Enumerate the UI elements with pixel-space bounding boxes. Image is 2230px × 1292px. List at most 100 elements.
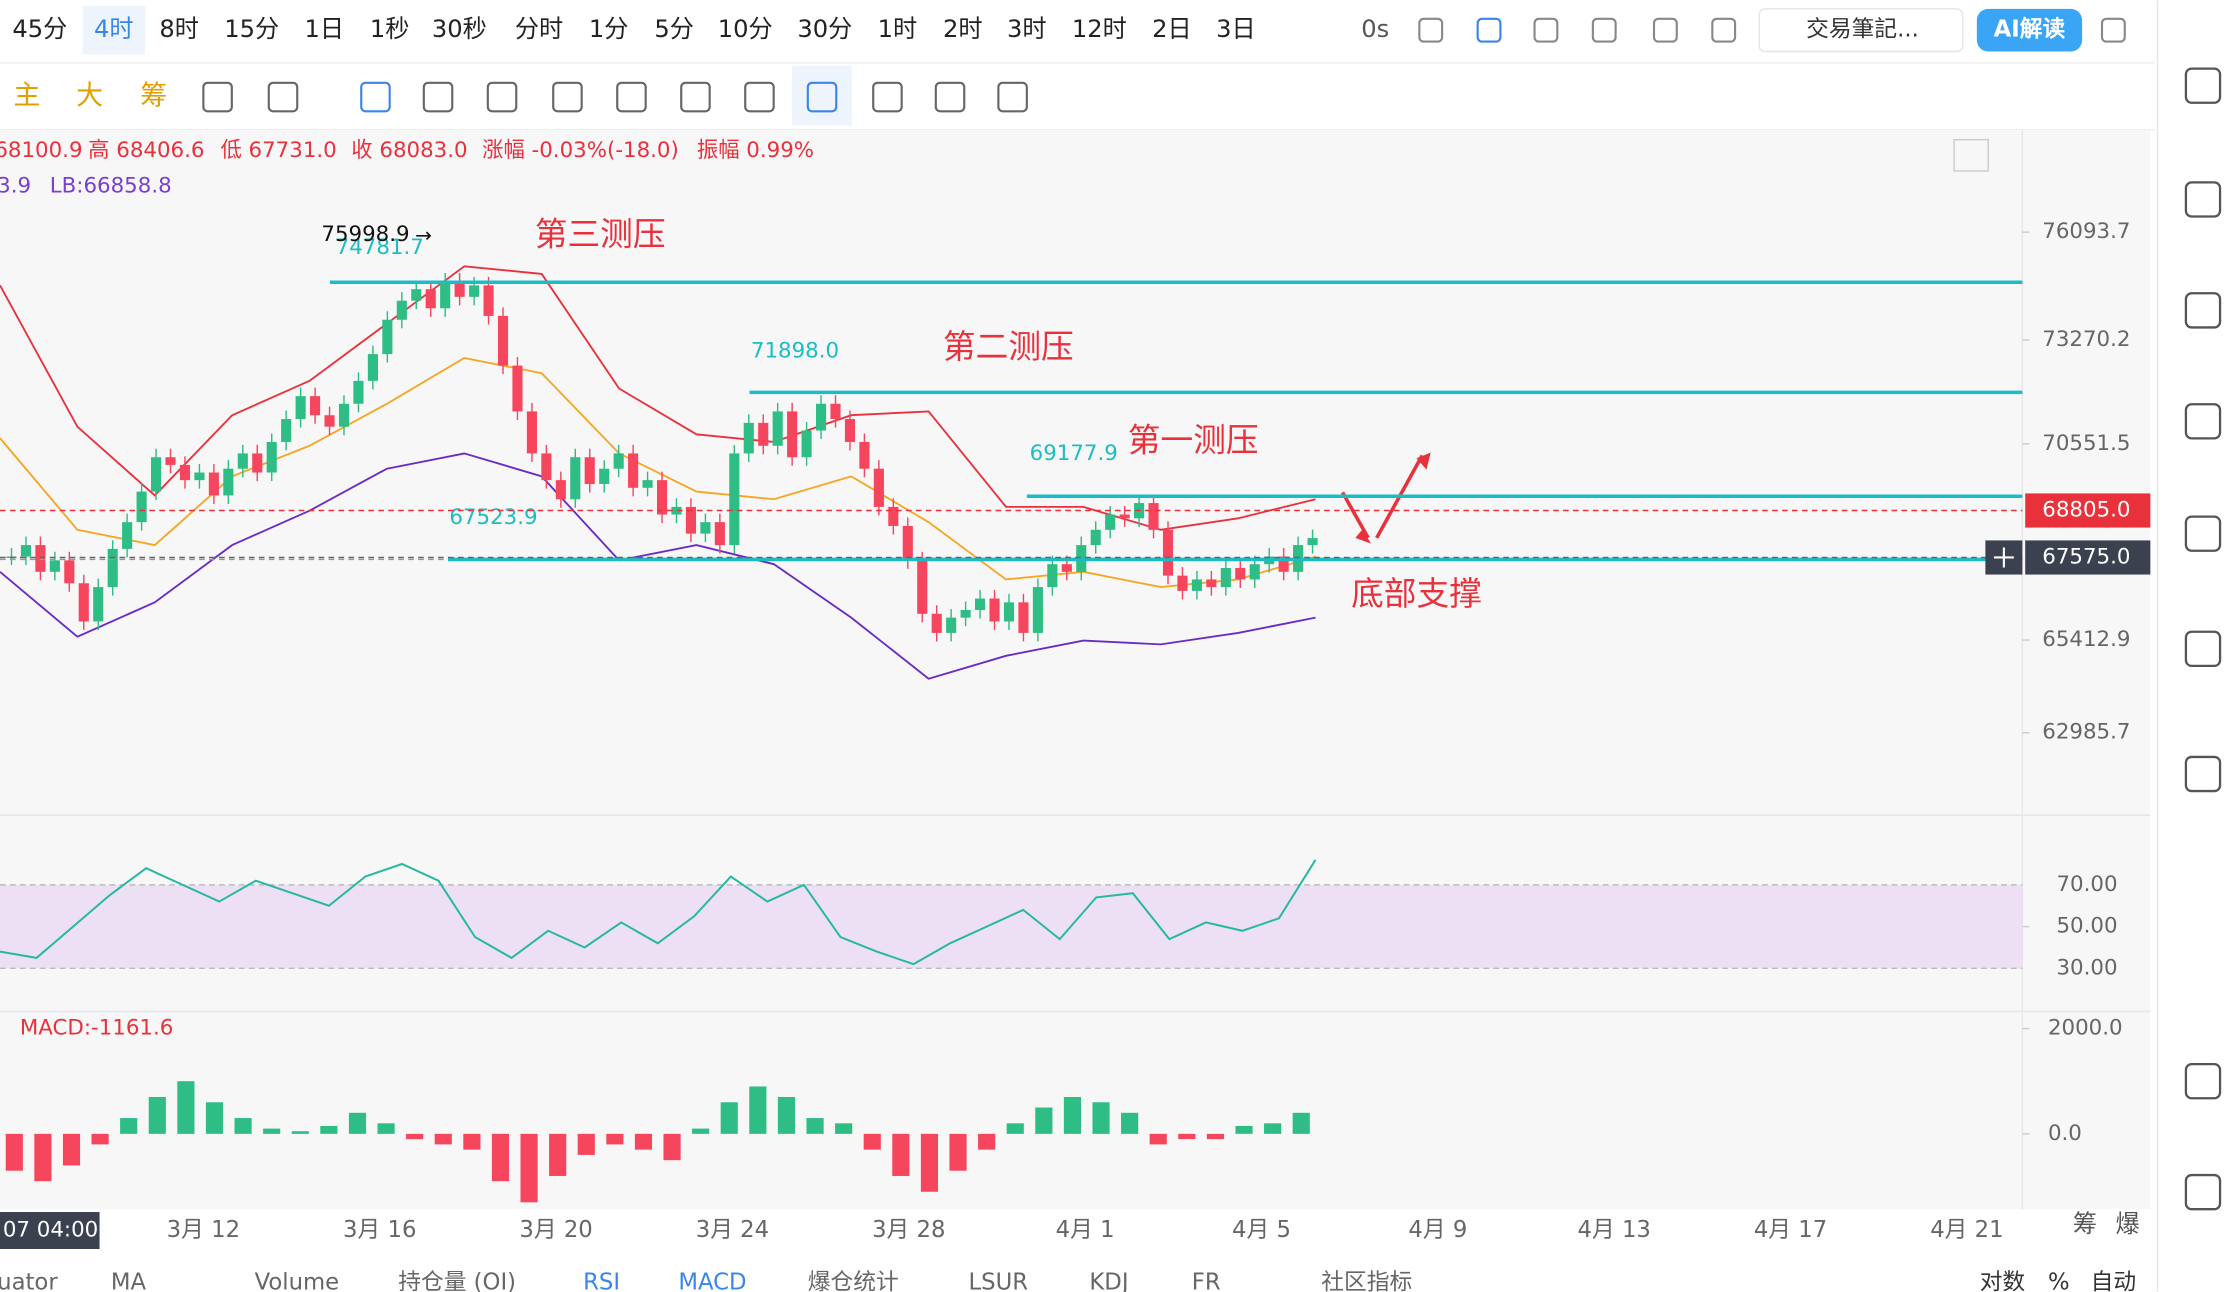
macd-bar xyxy=(1206,1133,1225,1140)
indicator-tab[interactable]: 持仓量 (OI) xyxy=(398,1270,516,1292)
interval-button[interactable]: 4时 xyxy=(94,15,134,43)
sidebar-icon[interactable] xyxy=(2184,403,2222,440)
sidebar-icon[interactable] xyxy=(2184,630,2222,668)
interval-button[interactable]: 12时 xyxy=(1072,15,1127,43)
indicator-tab[interactable]: uator xyxy=(0,1270,58,1292)
indicator-tab[interactable]: RSI xyxy=(583,1270,620,1292)
tool-icon[interactable] xyxy=(1591,17,1617,43)
interval-button[interactable]: 5分 xyxy=(654,15,694,43)
ai-button-bg[interactable] xyxy=(1976,8,2083,52)
ohlc-info: 振幅 0.99% xyxy=(697,138,814,163)
tool-icon[interactable] xyxy=(1476,17,1502,43)
sidebar-icon[interactable] xyxy=(2184,67,2222,104)
account-name[interactable]: 交易筆記... xyxy=(1806,17,1919,43)
macd-bar xyxy=(549,1133,567,1176)
interval-button[interactable]: 10分 xyxy=(718,15,773,43)
fullscreen-icon[interactable] xyxy=(1953,138,1989,172)
indicator-button[interactable]: 大 xyxy=(76,81,103,112)
sidebar-icon[interactable] xyxy=(2184,1062,2222,1100)
candle xyxy=(989,598,1000,622)
macd-bar xyxy=(1292,1112,1310,1134)
axis-button[interactable]: 爆 xyxy=(2116,1210,2140,1238)
candle xyxy=(440,281,451,309)
scale-option[interactable]: 对数 xyxy=(1980,1270,2026,1292)
candle xyxy=(20,545,32,557)
macd-bar xyxy=(463,1133,481,1150)
candle xyxy=(613,453,624,469)
y-tick-label: 70551.5 xyxy=(2042,431,2130,456)
drawing-tool[interactable] xyxy=(934,81,966,113)
sidebar-icon[interactable] xyxy=(2184,292,2222,329)
drawing-tool[interactable] xyxy=(806,81,838,113)
drawing-tool[interactable] xyxy=(202,81,233,113)
tool-icon[interactable] xyxy=(1652,17,1678,43)
candle xyxy=(772,411,783,446)
indicator-tab[interactable]: Volume xyxy=(255,1270,340,1292)
candle xyxy=(49,560,60,572)
drawing-tool[interactable] xyxy=(360,81,391,113)
drawing-tool[interactable] xyxy=(267,81,299,113)
macd-bar xyxy=(1121,1112,1139,1134)
interval-button[interactable]: 1秒 xyxy=(370,15,410,43)
indicator-tab[interactable]: MACD xyxy=(678,1270,746,1292)
indicator-tab[interactable]: KDJ xyxy=(1089,1270,1128,1292)
interval-button[interactable]: 1分 xyxy=(589,15,629,43)
drawing-tool[interactable] xyxy=(422,81,454,113)
candle xyxy=(946,617,957,633)
account-box[interactable] xyxy=(1758,8,1964,53)
candle xyxy=(642,480,653,488)
interval-button[interactable]: 2时 xyxy=(943,15,983,43)
tool-icon[interactable] xyxy=(1711,17,1737,43)
sidebar-icon[interactable] xyxy=(2184,181,2222,218)
indicator-button[interactable]: 筹 xyxy=(140,81,167,112)
macd-bar xyxy=(1264,1123,1282,1134)
drawing-tool[interactable] xyxy=(486,81,518,113)
x-tick-label: 3月 24 xyxy=(696,1217,769,1243)
drawing-tool[interactable] xyxy=(744,81,775,113)
ai-button[interactable]: AI解读 xyxy=(1994,16,2066,43)
scale-option[interactable]: 自动 xyxy=(2091,1270,2137,1292)
sidebar-icon[interactable] xyxy=(2184,515,2222,552)
interval-button[interactable]: 30秒 xyxy=(432,15,487,43)
tool-icon[interactable] xyxy=(1533,17,1559,43)
y-tick-label: 73270.2 xyxy=(2042,327,2130,352)
ohlc-info: 68100.9 xyxy=(0,138,83,163)
candle xyxy=(425,289,436,309)
annotation: 第二测压 xyxy=(943,328,1074,366)
interval-button[interactable]: 3日 xyxy=(1216,15,1256,43)
indicator-tab[interactable]: MA xyxy=(111,1270,147,1292)
candle xyxy=(873,468,884,507)
interval-button[interactable]: 3时 xyxy=(1007,15,1047,43)
tool-icon[interactable] xyxy=(1418,17,1444,43)
sidebar-icon[interactable] xyxy=(2184,1173,2222,1211)
interval-button[interactable]: 8时 xyxy=(159,15,199,43)
axis-button[interactable]: 筹 xyxy=(2073,1210,2097,1238)
interval-button[interactable]: 分时 xyxy=(515,15,563,43)
drawing-tool[interactable] xyxy=(997,81,1028,113)
interval-button[interactable]: 2日 xyxy=(1152,15,1192,43)
chart-area xyxy=(0,131,2151,1210)
drawing-tool[interactable] xyxy=(680,81,711,113)
indicator-tab[interactable]: 社区指标 xyxy=(1321,1270,1412,1292)
scale-option[interactable]: % xyxy=(2048,1270,2070,1292)
indicator-tab[interactable]: LSUR xyxy=(969,1270,1029,1292)
sidebar-icon[interactable] xyxy=(2184,755,2222,793)
indicator-tab[interactable]: FR xyxy=(1192,1270,1221,1292)
drawing-tool[interactable] xyxy=(552,81,583,113)
rsi-tick-label: 30.00 xyxy=(2056,955,2117,980)
interval-button[interactable]: 1时 xyxy=(878,15,918,43)
indicator-tab[interactable]: 爆仓统计 xyxy=(808,1270,899,1292)
candle xyxy=(1148,503,1159,530)
indicator-button[interactable]: 主 xyxy=(14,81,41,112)
band-info: LB:66858.8 xyxy=(50,174,172,199)
candle xyxy=(526,411,537,454)
tool-icon[interactable] xyxy=(2100,17,2126,43)
interval-button[interactable]: 15分 xyxy=(224,15,279,43)
interval-button[interactable]: 1日 xyxy=(304,15,344,43)
interval-button[interactable]: 45分 xyxy=(12,15,67,43)
crosshair-time-tag xyxy=(0,1212,100,1250)
candle xyxy=(1119,514,1130,519)
drawing-tool[interactable] xyxy=(616,81,647,113)
interval-button[interactable]: 30分 xyxy=(797,15,852,43)
drawing-tool[interactable] xyxy=(872,81,903,113)
